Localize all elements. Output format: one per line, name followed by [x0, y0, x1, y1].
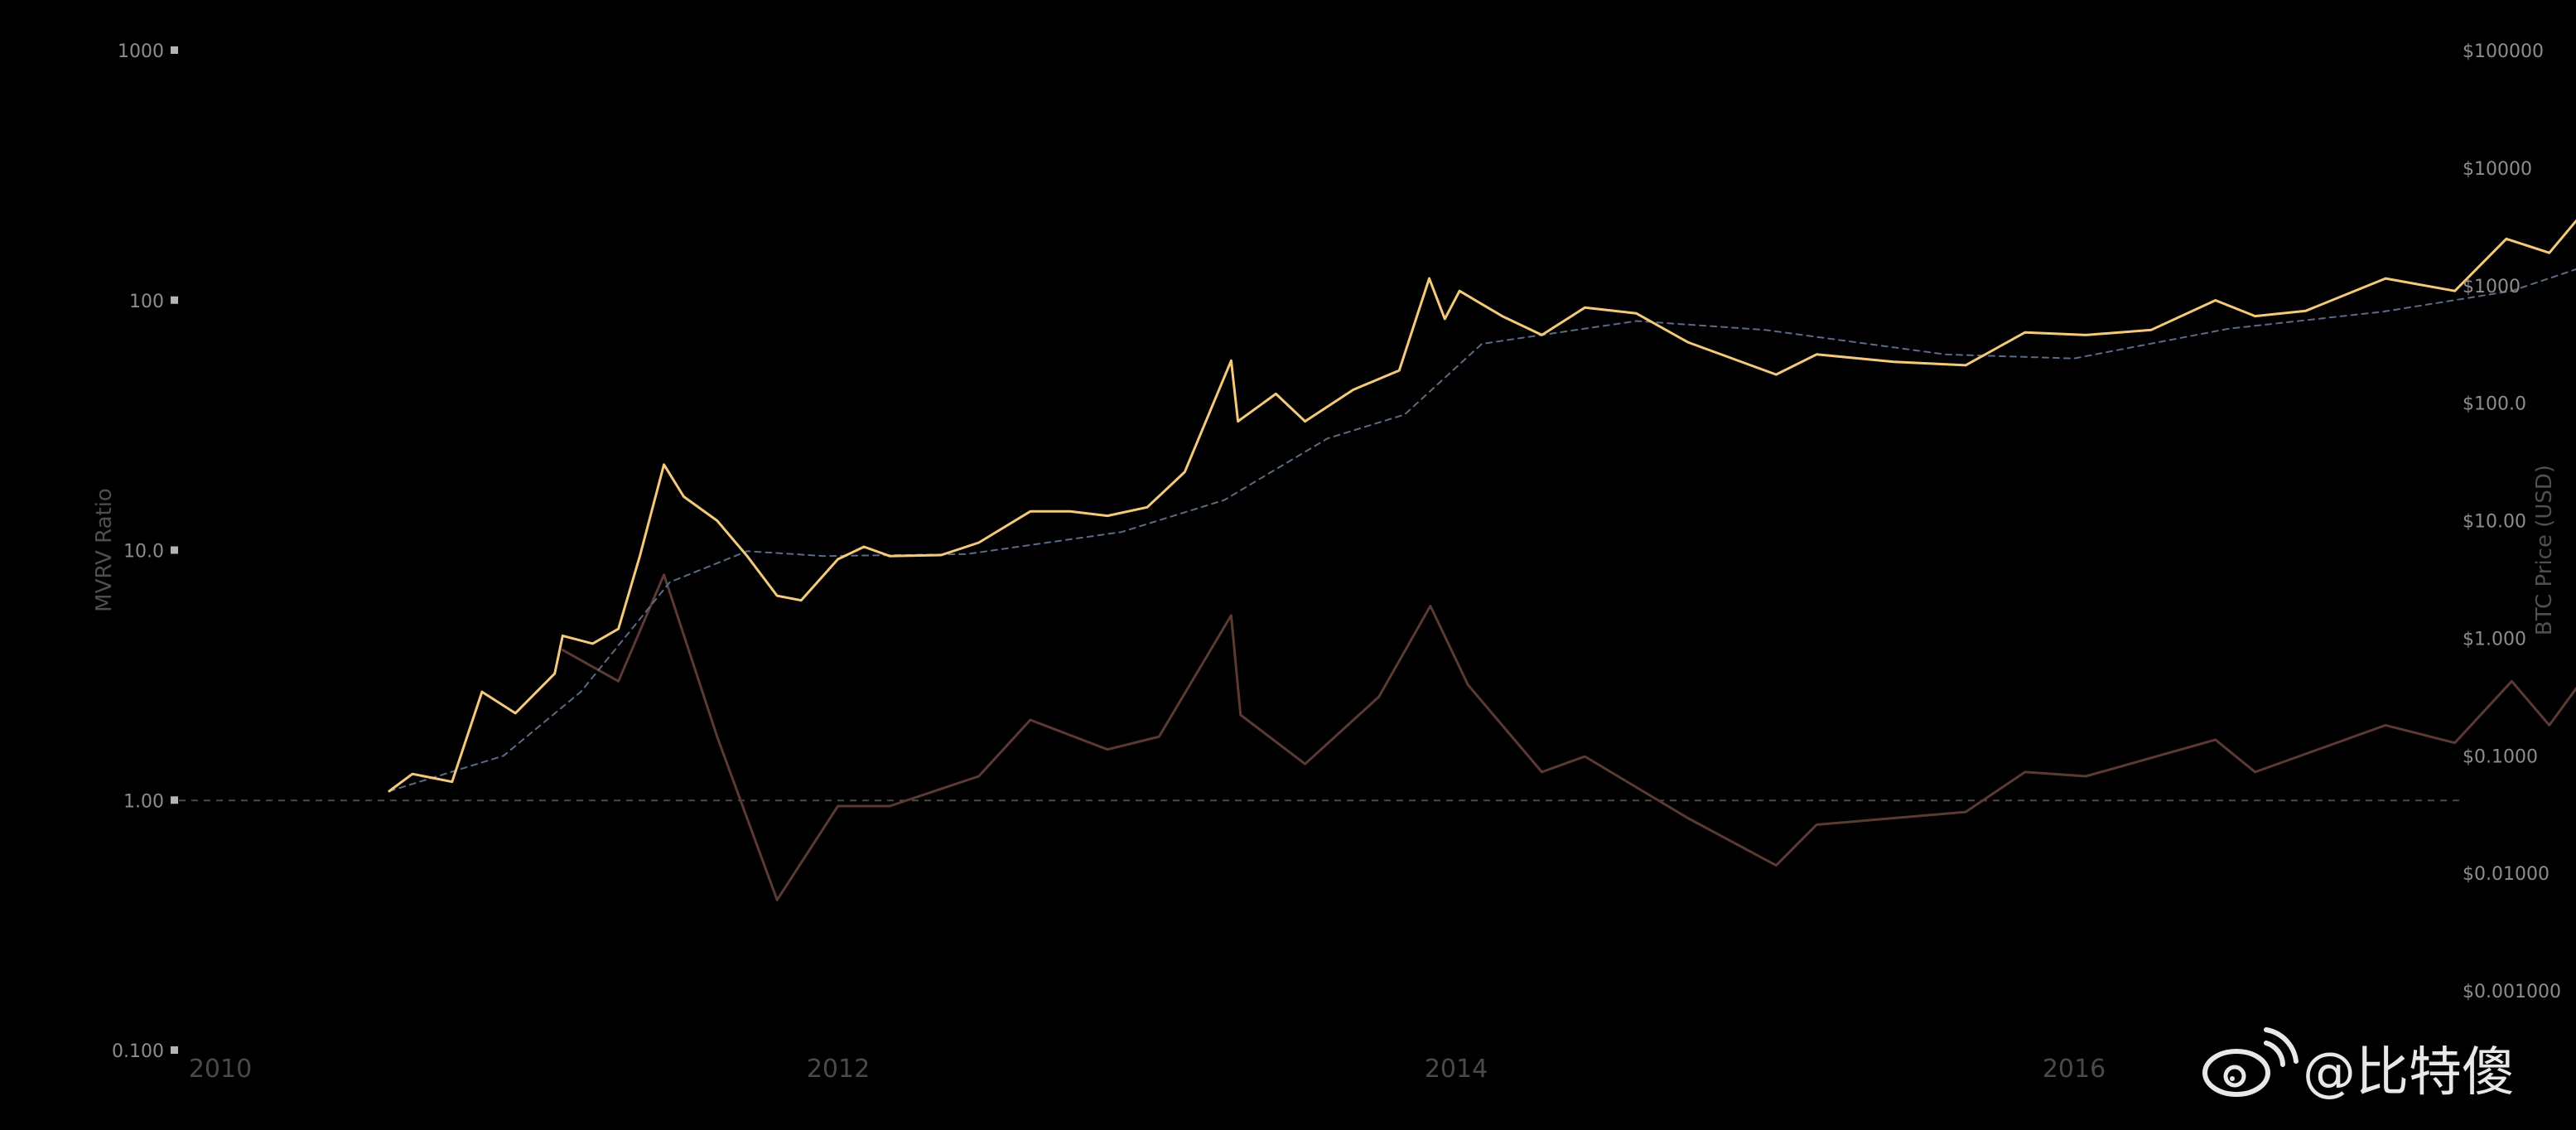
right-tick-label: $10.00 [2463, 512, 2526, 533]
left-tick-label: 0.100 [112, 1041, 164, 1062]
left-tick-marker [171, 1046, 178, 1054]
left-tick-label: 1000 [118, 41, 164, 62]
right-tick-label: $10000 [2463, 159, 2532, 180]
left-tick-marker [171, 796, 178, 804]
x-axis: 2010201220142016201820202022 [189, 1055, 2106, 1084]
left-tick-label: 10.0 [123, 542, 164, 563]
right-tick-label: $0.1000 [2463, 746, 2538, 767]
left-tick-marker [171, 296, 178, 304]
watermark-text: @比特傻 [2303, 1042, 2515, 1103]
left-axis-title: MVRV Ratio [92, 488, 117, 612]
right-y-axis: $0.001000 $0.01000 $0.1000 $1.000 $10.00 $100… [2463, 41, 2561, 1002]
right-tick-label: $100000 [2463, 41, 2544, 62]
right-tick-label: $1.000 [2463, 629, 2526, 650]
right-tick-label: $1000 [2463, 277, 2521, 297]
left-tick-label: 100 [129, 292, 164, 312]
left-tick-marker [171, 46, 178, 54]
realized-price-line [388, 268, 2576, 792]
watermark: @比特傻 [2202, 1027, 2515, 1103]
x-tick-label: 2016 [2043, 1055, 2106, 1084]
left-tick-marker [171, 546, 178, 554]
x-tick-label: 2012 [807, 1055, 870, 1084]
right-tick-label: $0.001000 [2463, 982, 2561, 1002]
plot-area [179, 219, 2576, 901]
btc-price-line [388, 219, 2576, 793]
x-tick-label: 2010 [189, 1055, 252, 1084]
right-axis-title: BTC Price (USD) [2532, 465, 2557, 635]
left-tick-label: 1.00 [123, 791, 164, 812]
weibo-icon [2202, 1027, 2299, 1097]
right-tick-label: $0.01000 [2463, 864, 2549, 885]
right-tick-label: $100.0 [2463, 394, 2526, 415]
left-y-axis: 0.100 1.00 10.0 100 1000 [112, 41, 178, 1062]
x-tick-label: 2014 [1425, 1055, 1488, 1084]
mvrv-ratio-line [561, 573, 2576, 901]
